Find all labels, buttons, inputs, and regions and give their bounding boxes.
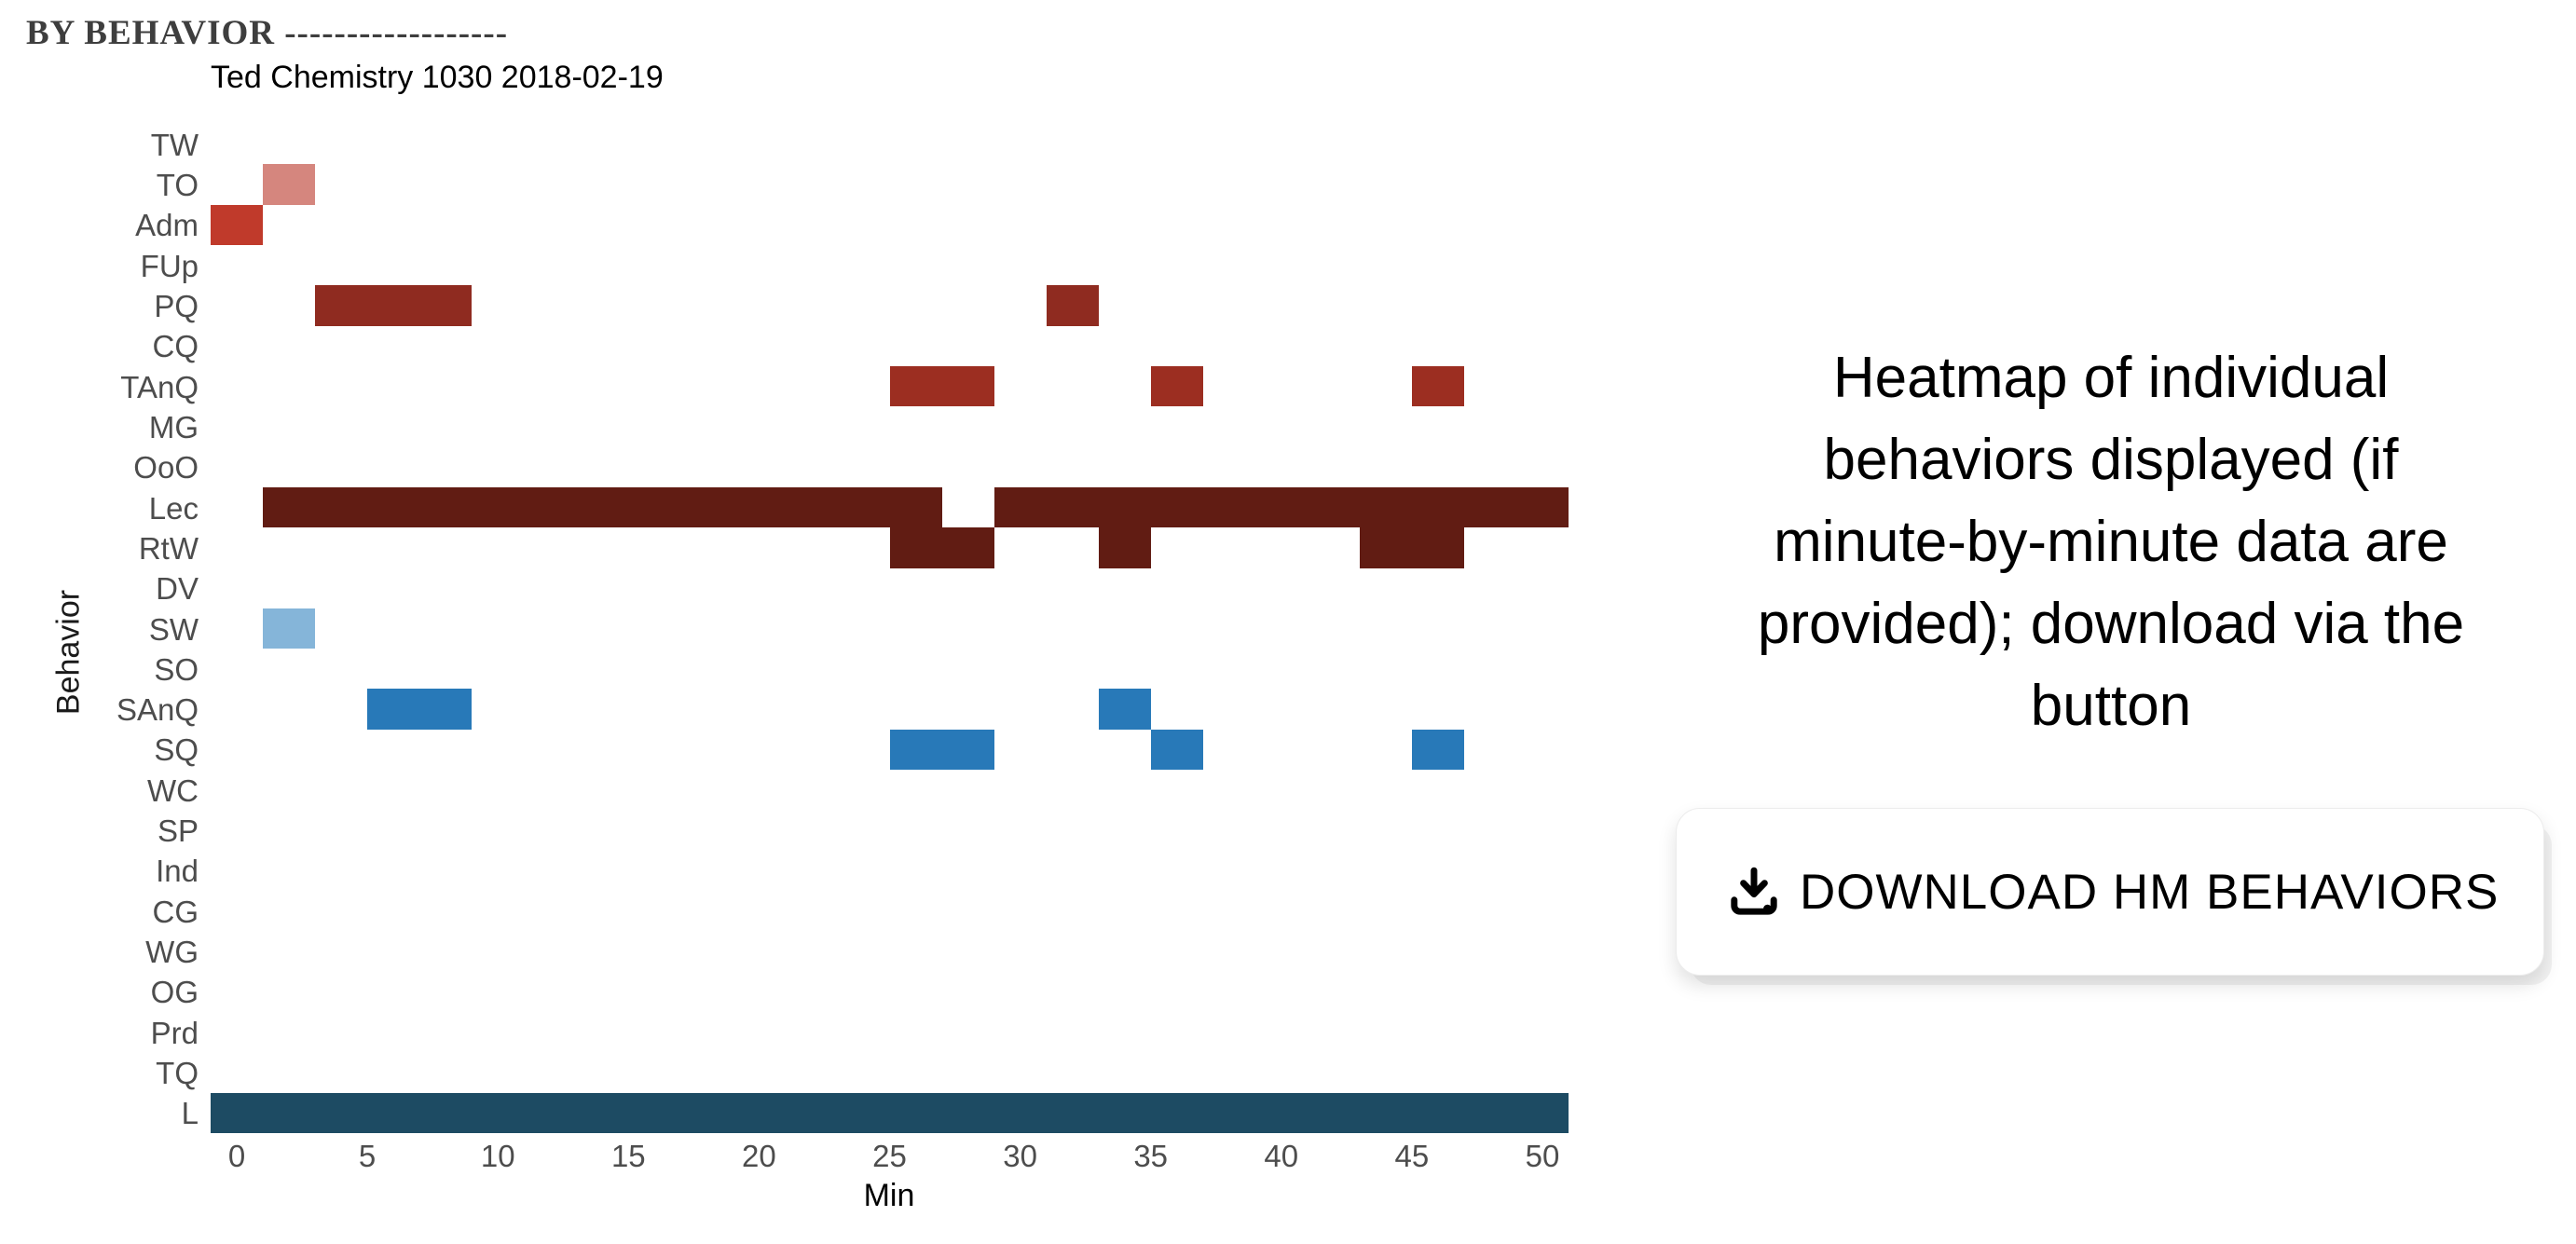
annotation-line: minute-by-minute data are xyxy=(1774,510,2448,574)
annotation-line: behaviors displayed (if xyxy=(1823,428,2399,492)
y-tick-label-SO: SO xyxy=(154,651,199,687)
heatmap-cell-SQ xyxy=(1411,729,1464,771)
x-tick-label-5: 5 xyxy=(358,1139,377,1173)
x-tick-label-10: 10 xyxy=(480,1139,515,1173)
y-tick-label-TO: TO xyxy=(156,167,199,202)
y-tick-label-DV: DV xyxy=(156,571,199,607)
y-tick-label-FUp: FUp xyxy=(140,248,199,283)
heatmap-cell-RtW xyxy=(889,527,994,568)
heatmap-cell-Lec xyxy=(993,486,1569,528)
heatmap-cell-SAnQ xyxy=(1098,689,1151,730)
behavior-heatmap xyxy=(211,124,1569,1133)
heatmap-cell-TO xyxy=(263,164,316,205)
x-tick-label-35: 35 xyxy=(1133,1139,1169,1173)
y-tick-label-SP: SP xyxy=(157,813,199,849)
y-tick-label-MG: MG xyxy=(148,409,199,444)
y-tick-label-L: L xyxy=(181,1096,199,1131)
y-tick-label-OoO: OoO xyxy=(133,450,199,485)
y-tick-label-TAnQ: TAnQ xyxy=(120,369,199,404)
annotation-line: provided); download via the xyxy=(1757,592,2465,656)
heatmap-cell-TAnQ xyxy=(889,365,994,407)
x-tick-label-0: 0 xyxy=(227,1139,246,1173)
y-tick-label-TW: TW xyxy=(150,127,199,162)
heatmap-cell-SW xyxy=(263,608,316,649)
y-tick-label-CQ: CQ xyxy=(152,329,199,364)
section-title: BY BEHAVIOR ------------------ xyxy=(26,14,509,52)
download-button-label: DOWNLOAD HM BEHAVIORS xyxy=(1800,864,2500,920)
y-tick-label-CG: CG xyxy=(152,894,199,929)
y-tick-label-Prd: Prd xyxy=(150,1015,199,1050)
y-tick-label-WC: WC xyxy=(147,772,199,808)
download-hm-behaviors-button[interactable]: DOWNLOAD HM BEHAVIORS xyxy=(1676,808,2544,976)
x-tick-label-15: 15 xyxy=(610,1139,646,1173)
y-tick-label-Lec: Lec xyxy=(148,490,199,526)
heatmap-cell-TAnQ xyxy=(1411,365,1464,407)
y-tick-label-SQ: SQ xyxy=(154,732,199,768)
x-tick-label-40: 40 xyxy=(1264,1139,1299,1173)
heatmap-cell-Lec xyxy=(263,486,942,528)
annotation-text: Heatmap of individual behaviors displaye… xyxy=(1682,337,2540,747)
x-axis-title: Min xyxy=(863,1178,915,1213)
annotation-line: button xyxy=(2030,674,2192,738)
heatmap-cell-RtW xyxy=(1359,527,1464,568)
x-tick-label-30: 30 xyxy=(1003,1139,1037,1173)
heatmap-cell-PQ xyxy=(1046,285,1099,326)
y-tick-label-TQ: TQ xyxy=(156,1056,199,1091)
heatmap-cell-SAnQ xyxy=(367,689,473,730)
heatmap-cell-SQ xyxy=(1150,729,1203,771)
chart-title: Ted Chemistry 1030 2018-02-19 xyxy=(211,60,664,95)
heatmap-cell-RtW xyxy=(1098,527,1151,568)
heatmap-cell-L xyxy=(211,1092,1569,1133)
x-tick-label-45: 45 xyxy=(1394,1139,1430,1173)
y-tick-label-SW: SW xyxy=(148,611,199,647)
annotation-line: Heatmap of individual xyxy=(1832,346,2390,410)
y-tick-label-SAnQ: SAnQ xyxy=(116,692,199,728)
y-tick-label-RtW: RtW xyxy=(138,530,199,566)
x-tick-label-25: 25 xyxy=(872,1139,907,1173)
x-tick-label-50: 50 xyxy=(1525,1139,1560,1173)
heatmap-cell-Adm xyxy=(211,204,264,245)
y-tick-label-PQ: PQ xyxy=(154,288,199,323)
download-icon xyxy=(1725,863,1783,921)
y-tick-label-Adm: Adm xyxy=(135,208,199,243)
y-tick-label-Ind: Ind xyxy=(156,854,199,889)
heatmap-cell-TAnQ xyxy=(1150,365,1203,407)
y-tick-label-OG: OG xyxy=(150,975,199,1010)
y-tick-label-WG: WG xyxy=(145,935,199,970)
x-tick-label-20: 20 xyxy=(742,1139,776,1173)
heatmap-cell-SQ xyxy=(889,729,994,771)
heatmap-cell-PQ xyxy=(315,285,473,326)
